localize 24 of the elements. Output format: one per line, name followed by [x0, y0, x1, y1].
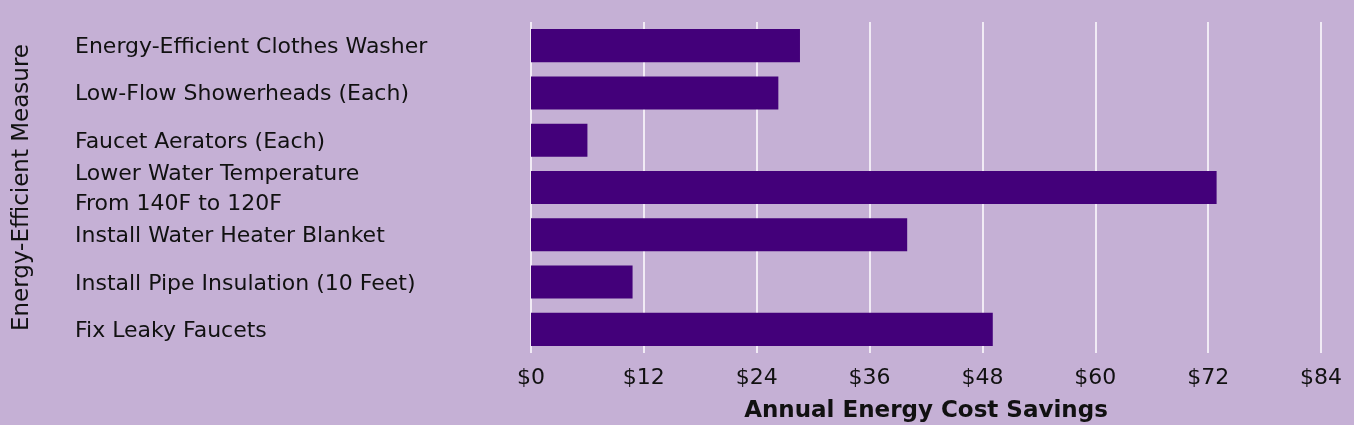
y-tick-label: Install Water Heater Blanket: [75, 222, 386, 248]
y-tick-label: Low-Flow Showerheads (Each): [75, 80, 409, 106]
x-tick-label: $84: [1300, 363, 1342, 389]
x-tick-label: $48: [961, 363, 1004, 389]
x-tick-label: $24: [735, 363, 778, 389]
y-tick-label: Fix Leaky Faucets: [75, 316, 267, 342]
bar: [531, 218, 908, 252]
bar: [531, 76, 779, 110]
x-tick-label: $0: [517, 363, 545, 389]
x-tick-label: $12: [622, 363, 665, 389]
bar: [531, 29, 800, 63]
x-tick-label: $72: [1187, 363, 1230, 389]
x-axis-title: Annual Energy Cost Savings: [744, 395, 1108, 422]
y-tick-label: Energy-Efficient Clothes Washer: [75, 33, 429, 59]
bar: [531, 312, 993, 346]
y-tick-label: Install Pipe Insulation (10 Feet): [75, 269, 416, 295]
x-tick-label: $60: [1074, 363, 1117, 389]
y-tick-label: Lower Water Temperature From 140F to 120F: [75, 160, 360, 215]
bar: [531, 170, 1217, 205]
bar: [531, 265, 633, 299]
x-tick-label: $36: [848, 363, 891, 389]
bar: [531, 123, 588, 157]
y-axis-title: Energy-Efficient Measure: [6, 43, 33, 332]
y-tick-label: Faucet Aerators (Each): [75, 127, 326, 153]
